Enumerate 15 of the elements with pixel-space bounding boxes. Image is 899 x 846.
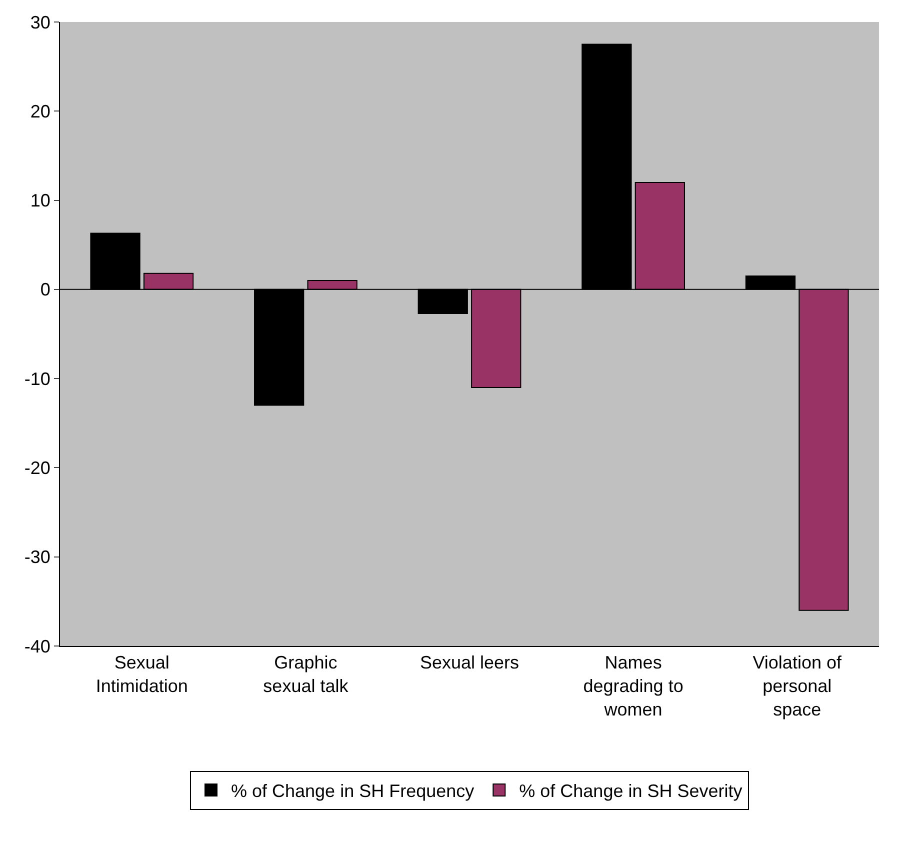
y-tick-label: -10 [24, 368, 50, 389]
y-tick-label: -20 [24, 458, 50, 478]
legend-label: % of Change in SH Severity [519, 781, 742, 802]
legend-label: % of Change in SH Frequency [231, 781, 474, 802]
y-tick-label: 30 [30, 12, 50, 32]
x-tick-label: Names degrading to women [583, 652, 684, 720]
y-tick-label: 20 [30, 101, 50, 122]
x-tick-label: Graphic sexual talk [263, 652, 350, 696]
y-tick-label: -40 [24, 636, 50, 656]
x-tick-label: Violation of personal space [752, 652, 842, 720]
y-tick-label: -30 [24, 547, 50, 568]
x-tick-label: Sexual Intimidation [96, 652, 188, 696]
y-tick-label: 0 [40, 280, 50, 300]
x-tick-label: Sexual leers [420, 652, 520, 673]
y-tick-label: 10 [30, 190, 50, 211]
